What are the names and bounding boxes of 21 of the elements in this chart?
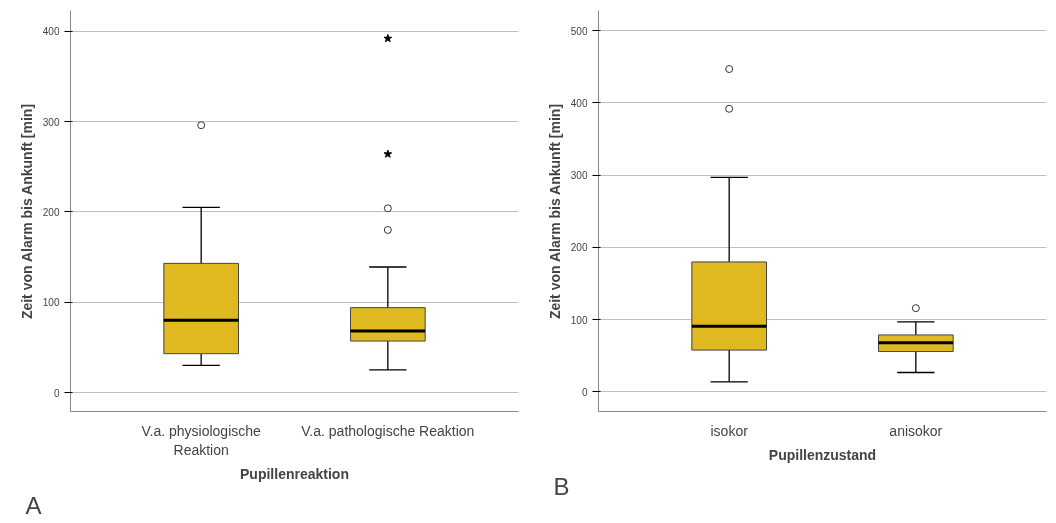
y-tick-label: 0 xyxy=(53,387,60,399)
text: B xyxy=(553,472,570,500)
x-axis-title: Pupillenzustand xyxy=(768,446,877,463)
y-tick-label: 500 xyxy=(570,25,588,37)
y-tick-label: 300 xyxy=(42,116,60,128)
y-tick-label: 400 xyxy=(42,26,60,38)
x-axis-title: Pupillenreaktion xyxy=(240,465,349,482)
x-tick-label: V.a. physiologische Reaktion xyxy=(141,422,262,458)
x-tick-label: isokor xyxy=(710,422,749,439)
y-axis-title: Zeit von Alarm bis Ankunft [min] xyxy=(18,103,35,320)
text: A xyxy=(25,491,42,519)
y-tick-label: 100 xyxy=(570,314,588,326)
y-tick-label: 300 xyxy=(570,170,588,182)
y-axis-title: Zeit von Alarm bis Ankunft [min] xyxy=(546,103,563,320)
y-tick-label: 200 xyxy=(570,242,588,254)
x-tick-label: V.a. pathologische Reaktion xyxy=(301,422,475,439)
y-tick-label: 100 xyxy=(42,297,60,309)
x-tick-label: anisokor xyxy=(889,422,943,439)
y-tick-label: 0 xyxy=(581,386,588,398)
y-tick-label: 200 xyxy=(42,206,60,218)
y-tick-label: 400 xyxy=(570,97,588,109)
